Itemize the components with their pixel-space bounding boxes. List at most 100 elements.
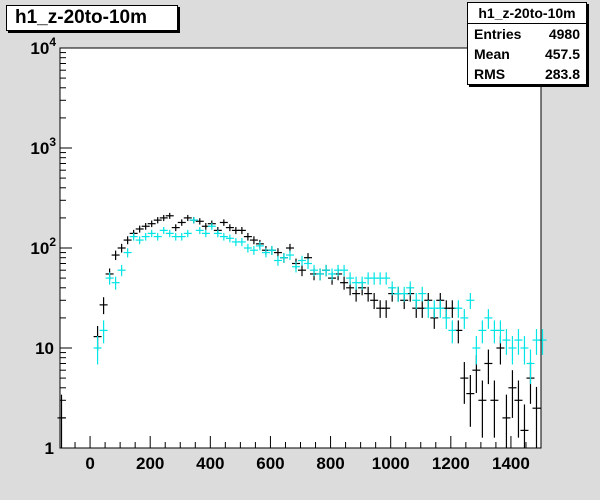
data-point bbox=[255, 241, 264, 251]
data-point bbox=[57, 394, 66, 448]
data-point bbox=[273, 255, 282, 266]
data-point bbox=[237, 226, 246, 235]
data-point bbox=[195, 218, 204, 225]
data-point bbox=[466, 374, 475, 427]
data-point bbox=[436, 300, 445, 318]
y-tick-label: 1 bbox=[45, 439, 54, 458]
data-point bbox=[364, 286, 373, 302]
data-point bbox=[189, 217, 198, 224]
stats-row-rms: RMS 283.8 bbox=[468, 64, 586, 84]
data-point bbox=[117, 243, 126, 253]
data-point bbox=[520, 404, 529, 448]
x-tick-label: 200 bbox=[136, 454, 164, 473]
data-point bbox=[105, 272, 114, 285]
data-point bbox=[213, 229, 222, 238]
data-point bbox=[502, 329, 511, 355]
data-point bbox=[526, 349, 535, 385]
stats-title: h1_z-20to-10m bbox=[468, 3, 586, 24]
stats-label: RMS bbox=[474, 66, 506, 82]
data-point bbox=[298, 255, 307, 266]
data-point bbox=[219, 232, 228, 241]
data-point bbox=[382, 272, 391, 285]
data-point bbox=[279, 253, 288, 263]
data-point bbox=[484, 309, 493, 329]
data-point bbox=[99, 297, 108, 315]
data-point bbox=[147, 220, 156, 228]
data-point bbox=[201, 229, 210, 238]
data-point bbox=[111, 276, 120, 290]
data-point bbox=[472, 336, 481, 365]
data-point bbox=[261, 248, 270, 258]
y-tick-label: 103 bbox=[30, 135, 56, 158]
stats-box: h1_z-20to-10m Entries 4980 Mean 457.5 RM… bbox=[467, 2, 587, 85]
data-point bbox=[135, 236, 144, 245]
data-point bbox=[454, 300, 463, 318]
data-point bbox=[249, 236, 258, 245]
stats-row-entries: Entries 4980 bbox=[468, 24, 586, 44]
data-point bbox=[484, 349, 493, 385]
data-point bbox=[340, 276, 349, 290]
data-point bbox=[532, 386, 541, 448]
data-point bbox=[400, 286, 409, 302]
data-point bbox=[243, 243, 252, 253]
data-point bbox=[340, 264, 349, 277]
x-tick-label: 0 bbox=[85, 454, 94, 473]
data-point bbox=[153, 217, 162, 224]
data-point bbox=[322, 264, 331, 277]
data-point bbox=[538, 329, 547, 355]
data-point bbox=[267, 245, 276, 255]
data-point bbox=[406, 281, 415, 296]
data-point bbox=[412, 293, 421, 310]
data-point bbox=[183, 214, 192, 222]
data-point bbox=[207, 222, 216, 230]
data-point bbox=[285, 250, 294, 261]
stats-label: Mean bbox=[474, 46, 510, 62]
data-point bbox=[460, 362, 469, 404]
data-point bbox=[159, 214, 168, 222]
data-point bbox=[129, 232, 138, 241]
histogram-title: h1_z-20to-10m bbox=[15, 7, 147, 28]
data-point bbox=[183, 229, 192, 238]
data-point bbox=[460, 309, 469, 329]
data-point bbox=[141, 222, 150, 230]
data-point bbox=[382, 300, 391, 318]
data-point bbox=[418, 286, 427, 302]
data-point bbox=[490, 380, 499, 438]
data-point bbox=[249, 245, 258, 255]
data-point bbox=[123, 248, 132, 258]
data-point bbox=[370, 293, 379, 310]
data-point bbox=[147, 229, 156, 238]
stats-value: 283.8 bbox=[544, 66, 580, 82]
data-point bbox=[298, 264, 307, 277]
y-tick-label: 104 bbox=[30, 35, 56, 58]
data-point bbox=[508, 336, 517, 365]
data-point bbox=[225, 234, 234, 243]
data-point bbox=[478, 320, 487, 344]
data-point bbox=[117, 264, 126, 277]
x-tick-label: 400 bbox=[196, 454, 224, 473]
data-point bbox=[99, 320, 108, 344]
data-point bbox=[316, 268, 325, 281]
data-point bbox=[165, 212, 174, 219]
data-point bbox=[291, 261, 300, 273]
data-point bbox=[177, 219, 186, 226]
data-point bbox=[388, 281, 397, 296]
x-tick-label: 1200 bbox=[432, 454, 470, 473]
data-point bbox=[442, 309, 451, 329]
stats-row-mean: Mean 457.5 bbox=[468, 44, 586, 64]
data-point bbox=[514, 329, 523, 355]
data-point bbox=[135, 225, 144, 233]
data-point bbox=[478, 380, 487, 438]
data-point bbox=[177, 232, 186, 241]
histogram-title-box: h1_z-20to-10m bbox=[6, 5, 178, 31]
stats-value: 457.5 bbox=[544, 46, 580, 62]
plot-frame bbox=[59, 47, 542, 449]
data-point bbox=[304, 258, 313, 270]
x-tick-label: 600 bbox=[256, 454, 284, 473]
data-point bbox=[520, 336, 529, 365]
data-point bbox=[237, 238, 246, 247]
y-tick-label: 102 bbox=[30, 235, 56, 258]
x-tick-label: 1400 bbox=[492, 454, 530, 473]
data-point bbox=[502, 394, 511, 448]
